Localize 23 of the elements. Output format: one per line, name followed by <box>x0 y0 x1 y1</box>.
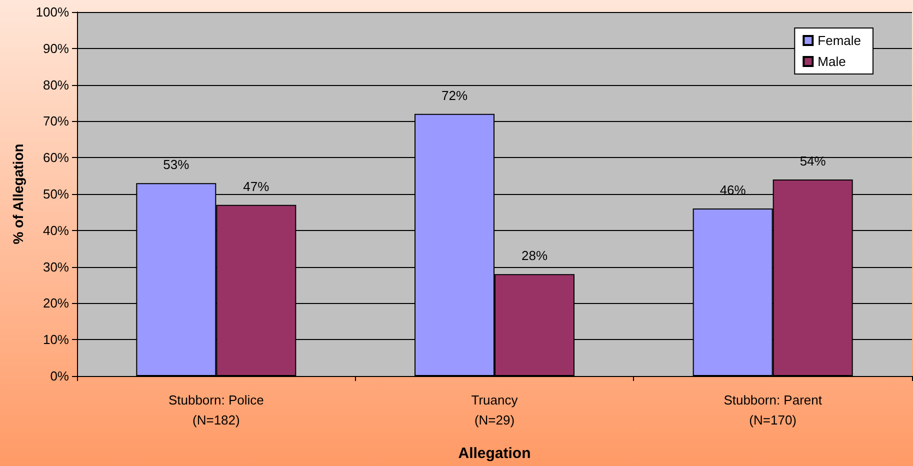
y-tick-label: 20% <box>42 296 70 311</box>
data-label: 46% <box>720 182 746 198</box>
legend-label: Male <box>818 54 846 69</box>
y-tick-label: 80% <box>42 77 70 92</box>
y-tick-label: 50% <box>42 186 70 202</box>
data-label: 47% <box>243 178 270 194</box>
y-tick-label: 70% <box>42 114 70 129</box>
x-tick-label: Stubborn: Police (N=182) <box>168 392 264 428</box>
legend-label: Female <box>818 33 862 48</box>
y-tick-label: 0% <box>50 368 70 384</box>
y-tick-label: 10% <box>42 332 70 348</box>
data-label: 72% <box>441 88 468 103</box>
data-label: 28% <box>521 248 548 264</box>
x-tick-label: Truancy (N=29) <box>471 392 518 428</box>
x-axis-title: Allegation <box>458 445 531 462</box>
y-tick-label: 100% <box>36 4 70 20</box>
data-label: 53% <box>163 157 190 172</box>
y-tick-label: 60% <box>42 150 70 166</box>
y-tick-label: 40% <box>42 222 70 238</box>
y-axis-title: % of Allegation <box>10 144 26 244</box>
y-tick-label: 30% <box>42 259 70 274</box>
y-tick-label: 90% <box>42 40 70 56</box>
x-tick-label: Stubborn: Parent (N=170) <box>724 392 822 428</box>
